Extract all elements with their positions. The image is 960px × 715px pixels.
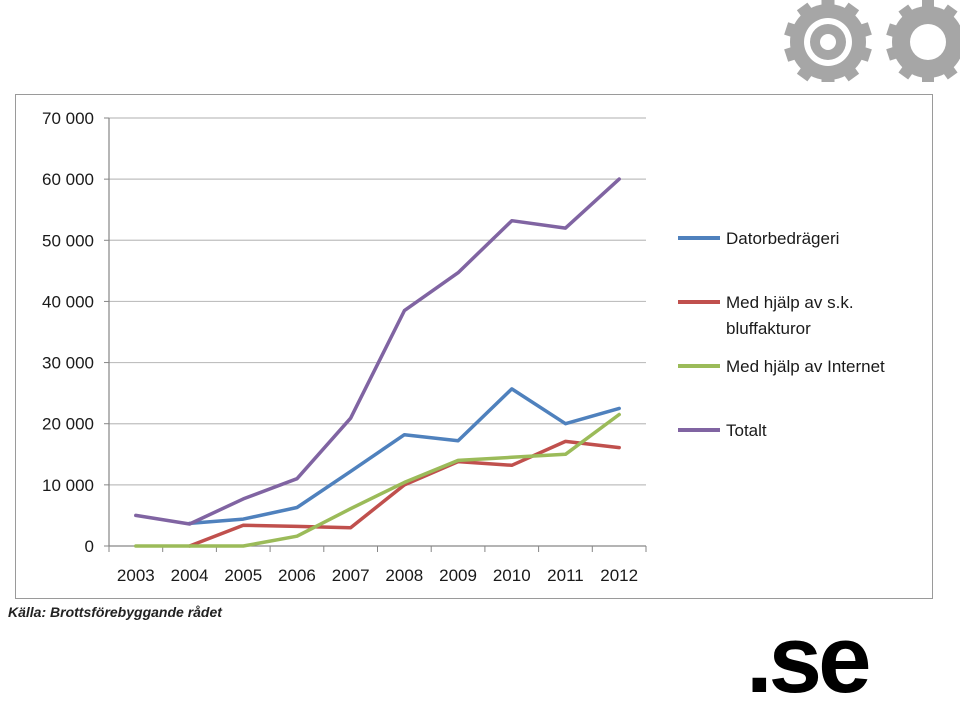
legend-entry: Med hjälp av Internet [678, 357, 885, 376]
legend-label: Med hjälp av Internet [726, 357, 885, 376]
y-tick-label: 40 000 [42, 292, 94, 311]
legend-label: Totalt [726, 421, 767, 440]
brand-logo: .se [746, 606, 871, 713]
y-axis-ticks: 0 10 000 20 000 30 000 40 000 50 000 60 000 70 … [42, 109, 94, 556]
chart-axes [104, 117, 647, 552]
x-tick-label: 2012 [600, 566, 638, 585]
x-tick-label: 2004 [171, 566, 209, 585]
x-tick-label: 2006 [278, 566, 316, 585]
source-note: Källa: Brottsförebyggande rådet [8, 604, 222, 620]
x-tick-label: 2005 [224, 566, 262, 585]
series-line [187, 439, 621, 548]
series-line [134, 412, 621, 548]
y-tick-label: 0 [85, 537, 94, 556]
x-tick-label: 2009 [439, 566, 477, 585]
line-chart: 0 10 000 20 000 30 000 40 000 50 000 60 000 70 … [42, 109, 885, 585]
series-lines [134, 177, 621, 548]
x-axis-ticks: 2003 2004 2005 2006 2007 2008 2009 2010 2011 2012 [117, 566, 638, 585]
gear-decoration-icon [758, 0, 960, 82]
y-tick-label: 30 000 [42, 354, 94, 373]
series-line [187, 387, 621, 526]
x-tick-label: 2011 [547, 566, 584, 585]
y-tick-label: 70 000 [42, 109, 94, 128]
series-line [134, 177, 621, 526]
x-tick-label: 2003 [117, 566, 155, 585]
legend-entry: Med hjälp av s.k. bluffakturor [678, 293, 854, 338]
x-tick-label: 2008 [385, 566, 423, 585]
x-tick-label: 2010 [493, 566, 531, 585]
legend-label: Med hjälp av s.k. bluffakturor [726, 293, 854, 338]
y-tick-label: 50 000 [42, 231, 94, 250]
legend-entry: Datorbedrägeri [678, 229, 839, 248]
y-tick-label: 20 000 [42, 415, 94, 434]
x-tick-label: 2007 [332, 566, 370, 585]
chart-legend: Datorbedrägeri Med hjälp av s.k. bluffaktu… [678, 229, 885, 440]
y-tick-label: 10 000 [42, 476, 94, 495]
legend-label: Datorbedrägeri [726, 229, 839, 248]
chart-frame: 0 10 000 20 000 30 000 40 000 50 000 60 000 70 … [15, 94, 933, 599]
legend-entry: Totalt [678, 421, 767, 440]
y-tick-label: 60 000 [42, 170, 94, 189]
grid-lines [109, 117, 646, 486]
